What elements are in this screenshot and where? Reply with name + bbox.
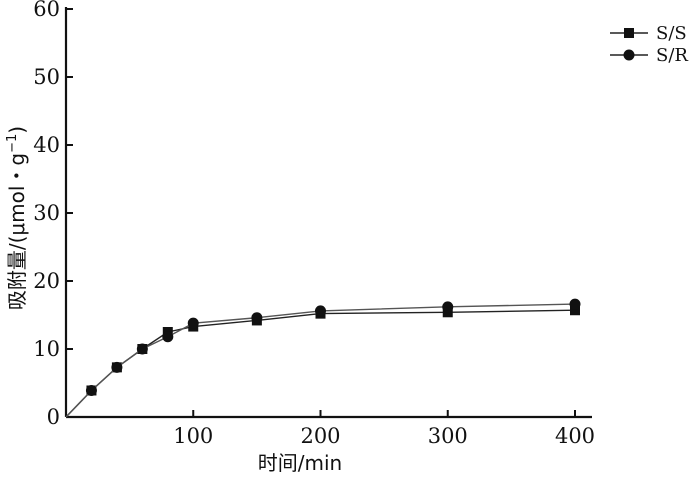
series-line-s-r [65,303,576,418]
data-point-s-s [570,305,580,316]
legend-label-s-r: S/R [656,45,688,66]
legend-marker-s-r [623,49,635,61]
y-tick-label: 60 [33,0,60,21]
x-axis-title: 时间/min [258,451,342,475]
axes: 0 10 20 30 40 50 60 100 200 300 400 [33,0,595,448]
series-line-s-s [65,309,576,418]
data-point-s-r [162,331,174,343]
data-point-s-r [251,312,263,324]
series-s-s [65,305,580,418]
legend: S/SS/R [610,23,688,66]
legend-item-s-r: S/R [610,45,688,66]
y-axis-title-superscript: −1 [5,134,20,153]
series-s-r [65,298,581,418]
data-point-s-r [569,298,581,310]
data-point-s-r [315,305,326,317]
y-tick-label: 10 [33,337,60,361]
data-point-s-r [442,301,454,313]
y-axis-title-close: ) [5,126,29,134]
data-point-s-r [111,361,123,373]
x-tick-label: 300 [428,424,468,448]
y-tick-label: 30 [33,201,60,225]
y-tick-label: 0 [47,405,60,429]
legend-marker-s-s [624,28,634,38]
x-tick-label: 100 [173,424,213,448]
y-tick-label: 40 [33,133,60,157]
legend-item-s-s: S/S [610,23,687,44]
data-point-s-r [187,317,199,329]
x-tick-label: 400 [555,424,595,448]
y-tick-label: 20 [33,269,60,293]
data-point-s-r [85,384,97,396]
x-tick-label: 200 [300,424,340,448]
y-axis-title-main: 吸附量/(μmol・g [5,153,29,310]
legend-label-s-s: S/S [656,23,687,44]
series-layer [65,298,581,418]
y-axis-title: 吸附量/(μmol・g−1) [5,126,29,310]
data-point-s-r [136,343,148,355]
y-tick-label: 50 [33,65,60,89]
